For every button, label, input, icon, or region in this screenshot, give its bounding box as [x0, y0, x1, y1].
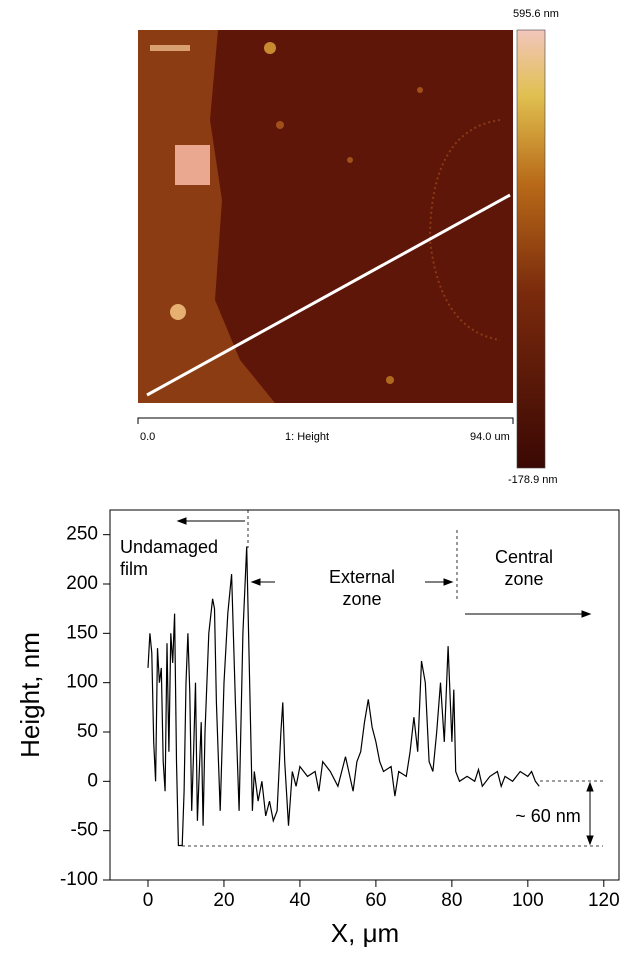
x-tick-label: 80	[441, 890, 462, 911]
x-tick-label: 0	[143, 890, 154, 911]
channel-label: 1: Height	[285, 431, 329, 443]
y-tick-label: 100	[66, 672, 98, 693]
y-tick-label: 200	[66, 573, 98, 594]
annotation: Undamaged	[120, 537, 218, 557]
y-tick-label: 0	[87, 770, 98, 791]
colorbar-min: -178.9 nm	[508, 474, 558, 486]
scale-bar	[137, 417, 514, 424]
x-tick-label: 100	[512, 890, 544, 911]
profile-line	[147, 546, 540, 847]
x-tick-label: 60	[365, 890, 386, 911]
y-tick-label: -100	[60, 869, 98, 890]
colorbar	[516, 29, 546, 469]
y-axis-label: Height, nm	[15, 632, 45, 758]
annotation: zone	[504, 569, 543, 589]
plot-frame	[109, 509, 620, 881]
x-tick-label: 120	[588, 890, 620, 911]
annotation: film	[120, 559, 148, 579]
scale-end: 94.0 um	[470, 431, 510, 443]
y-tick-label: 50	[77, 721, 98, 742]
x-axis-label: X, μm	[331, 918, 399, 948]
y-tick-label: -50	[71, 820, 98, 841]
annotation-graphics	[176, 510, 606, 847]
annotation: ~ 60 nm	[515, 806, 581, 826]
scale-start: 0.0	[140, 431, 155, 443]
x-tick-label: 40	[289, 890, 310, 911]
y-tick-label: 150	[66, 622, 98, 643]
colorbar-max: 595.6 nm	[513, 8, 559, 20]
x-tick-label: 20	[213, 890, 234, 911]
y-tick-label: 250	[66, 524, 98, 545]
annotation: Central	[495, 547, 553, 567]
annotation: zone	[342, 589, 381, 609]
afm-image	[138, 30, 513, 403]
annotation: External	[329, 567, 395, 587]
